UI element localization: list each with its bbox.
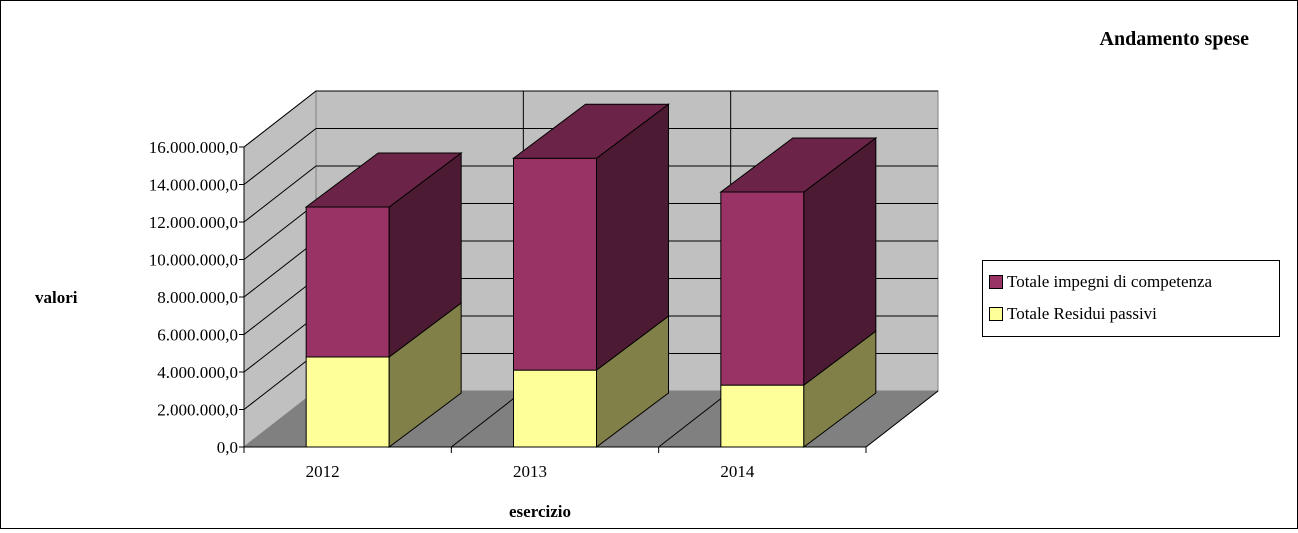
bar-front-2012-1 — [305, 206, 390, 358]
bar-front-2014-1 — [720, 191, 805, 386]
bar-front-2013-0 — [513, 369, 597, 448]
y-tick-label: 12.000.000,0 — [149, 213, 238, 232]
y-tick-label: 14.000.000,0 — [149, 176, 238, 195]
floor-separator — [658, 390, 731, 448]
y-tick-label: 6.000.000,0 — [157, 326, 238, 345]
legend-label-residui: Totale Residui passivi — [1007, 304, 1157, 323]
bar-top-2014 — [719, 137, 878, 193]
bar-front-2013-1 — [513, 157, 597, 371]
y-tick-label: 4.000.000,0 — [157, 363, 238, 382]
legend: Totale impegni di competenza Totale Resi… — [982, 260, 1280, 337]
bar-top-2012 — [304, 152, 463, 208]
y-tick-label: 8.000.000,0 — [157, 288, 238, 307]
legend-item-residui: Totale Residui passivi — [989, 303, 1157, 325]
y-axis-title: valori — [35, 288, 78, 307]
bar-top-2013 — [512, 103, 670, 159]
x-tick-label: 2014 — [720, 462, 755, 481]
y-tick-label: 0,0 — [217, 438, 238, 457]
chart-title: Andamento spese — [1100, 28, 1250, 50]
legend-swatch-impegni — [989, 275, 1003, 289]
legend-label-impegni: Totale impegni di competenza — [1007, 272, 1213, 291]
x-axis-title: esercizio — [509, 502, 571, 521]
floor-right-edge — [865, 390, 939, 448]
legend-item-impegni: Totale impegni di competenza — [989, 271, 1212, 293]
y-tick-label: 16.000.000,0 — [149, 138, 238, 157]
x-tick-label: 2012 — [306, 462, 340, 481]
floor-separator — [451, 390, 524, 448]
bar-front-2012-0 — [305, 356, 390, 448]
x-tick-label: 2013 — [513, 462, 547, 481]
bar-front-2014-0 — [720, 384, 805, 448]
y-tick-label: 2.000.000,0 — [157, 401, 238, 420]
y-tick-label: 10.000.000,0 — [149, 251, 238, 270]
legend-swatch-residui — [989, 307, 1003, 321]
